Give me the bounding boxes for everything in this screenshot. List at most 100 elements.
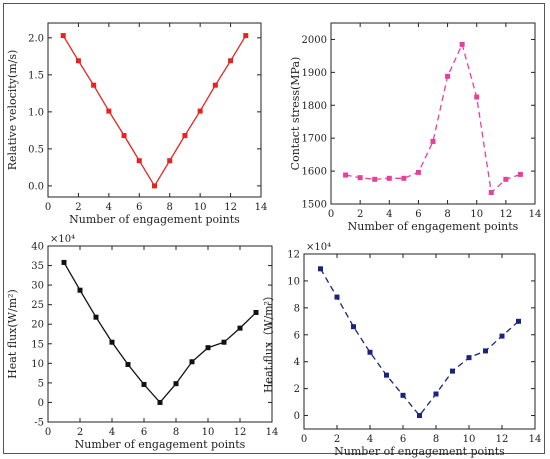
x-tick-label: 6	[415, 209, 421, 220]
x-tick-label: 2	[75, 202, 81, 213]
data-point	[430, 138, 436, 144]
data-point	[228, 58, 234, 64]
y-tick-label: 35	[31, 261, 44, 272]
data-point	[483, 348, 488, 354]
data-point	[488, 189, 494, 195]
y-tick-label: 0	[38, 398, 44, 409]
x-tick-label: 4	[106, 202, 112, 213]
y-axis-label: Heat flux(W/m²)	[6, 289, 19, 379]
y-tick-label: 40	[31, 242, 44, 253]
y-tick-label: 20	[31, 320, 44, 331]
data-point	[357, 175, 363, 181]
data-point	[367, 349, 373, 355]
data-point	[173, 381, 179, 387]
y-tick-label: 1600	[302, 167, 327, 178]
y-axis-multiplier: ×10⁴	[50, 234, 75, 245]
x-axis-label: Number of engagement points	[75, 438, 246, 451]
x-tick-label: 12	[496, 434, 509, 445]
data-point	[106, 108, 112, 114]
x-tick-label: 10	[463, 434, 476, 445]
x-tick-label: 2	[334, 434, 340, 445]
y-tick-label: 30	[31, 281, 44, 292]
x-tick-label: 4	[109, 427, 115, 438]
x-tick-label: 10	[202, 427, 215, 438]
x-axis-label: Number of engagement points	[348, 220, 519, 233]
data-point	[109, 339, 115, 345]
data-point	[75, 58, 81, 64]
data-point	[77, 287, 83, 293]
x-tick-label: 8	[444, 209, 450, 220]
data-point	[61, 259, 67, 265]
x-tick-label: 4	[367, 434, 373, 445]
x-axis-label: Number of engagement points	[334, 445, 505, 458]
y-tick-label: 1.0	[28, 107, 44, 118]
y-tick-label: 6	[294, 330, 300, 341]
y-tick-label: 10	[31, 359, 44, 370]
y-axis-label: Relative velocity(m/s)	[6, 50, 19, 171]
data-point	[445, 73, 451, 79]
data-point	[400, 392, 406, 398]
data-point	[243, 33, 249, 39]
y-axis-label: Contact stress(MPa)	[289, 57, 302, 171]
x-tick-label: 10	[470, 209, 483, 220]
x-tick-label: 0	[328, 209, 334, 220]
x-tick-label: 0	[45, 202, 51, 213]
data-point	[152, 183, 157, 189]
data-point	[466, 355, 472, 361]
y-tick-label: 2000	[302, 35, 327, 46]
y-tick-label: 2	[294, 384, 300, 395]
data-point	[459, 41, 465, 47]
data-point	[60, 33, 66, 39]
y-tick-label: 4	[294, 357, 300, 368]
chart-panel-1: 0 2 4 6 8 10 12 14 0.0 0.5 1.0 1.5 2.0 Number of enga…	[6, 22, 267, 226]
x-tick-label: 12	[224, 202, 237, 213]
y-tick-label: -5	[34, 418, 44, 429]
data-point	[197, 108, 203, 114]
data-point	[167, 158, 173, 164]
y-tick-label: 0.5	[28, 144, 44, 155]
data-point	[212, 82, 218, 88]
y-tick-label: 12	[287, 250, 300, 261]
x-tick-label: 12	[499, 209, 512, 220]
plot-area	[330, 22, 536, 205]
x-tick-label: 8	[167, 202, 173, 213]
data-point	[125, 362, 131, 368]
x-tick-label: 0	[301, 434, 307, 445]
y-tick-label: 10	[287, 276, 300, 287]
y-tick-label: 1.5	[28, 70, 44, 81]
y-tick-label: 15	[31, 339, 44, 350]
data-point	[417, 413, 422, 419]
y-tick-label: 25	[31, 300, 44, 311]
x-tick-label: 4	[386, 209, 392, 220]
data-point	[121, 133, 127, 139]
x-tick-label: 6	[400, 434, 406, 445]
x-tick-label: 14	[266, 427, 279, 438]
data-point	[253, 309, 259, 315]
data-point	[91, 82, 97, 88]
data-point	[221, 339, 227, 345]
data-point	[182, 133, 188, 139]
y-tick-label: 5	[38, 378, 44, 389]
data-point	[401, 175, 407, 181]
x-axis-label: Number of engagement points	[69, 213, 240, 226]
plot-area	[303, 253, 536, 430]
x-tick-label: 2	[77, 427, 83, 438]
data-point	[372, 176, 378, 182]
x-tick-label: 8	[433, 434, 439, 445]
data-point	[516, 318, 521, 324]
data-point	[415, 169, 421, 175]
data-point	[433, 391, 439, 397]
y-tick-label: 1500	[302, 200, 327, 211]
plot-area	[47, 245, 273, 423]
x-tick-label: 0	[45, 427, 51, 438]
data-point	[205, 345, 211, 351]
y-axis-multiplier: ×10⁴	[306, 242, 331, 253]
data-point	[499, 333, 505, 339]
y-tick-label: 1800	[302, 101, 327, 112]
x-tick-label: 12	[234, 427, 247, 438]
data-point	[157, 399, 163, 405]
y-tick-label: 2.0	[28, 33, 44, 44]
series-line	[63, 262, 257, 404]
y-tick-label: 1700	[302, 134, 327, 145]
